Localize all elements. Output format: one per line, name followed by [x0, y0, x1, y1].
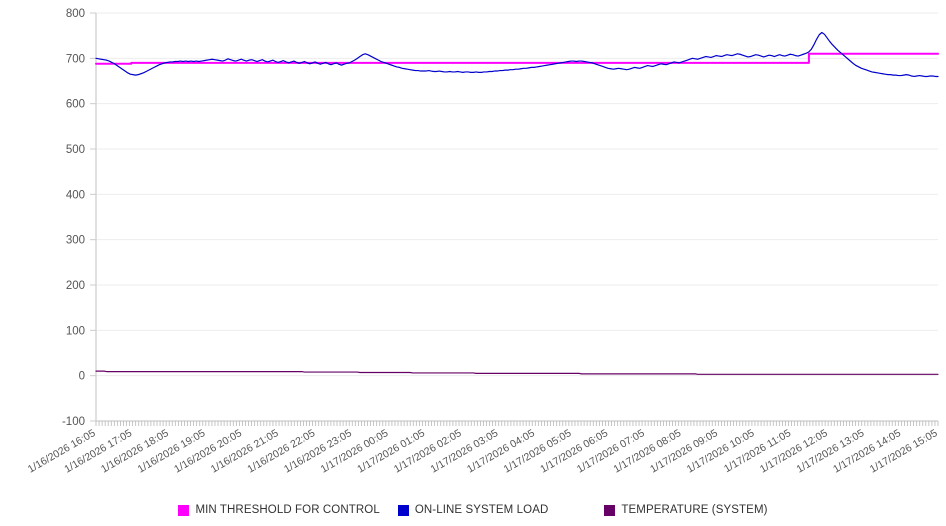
- y-tick-label: 100: [66, 325, 85, 337]
- legend-item-label: ON-LINE SYSTEM LOAD: [414, 504, 549, 516]
- series-line: [95, 370, 939, 375]
- x-tick-labels: 1/16/2026 16:051/16/2026 17:051/16/2026 …: [26, 427, 940, 475]
- chart-legend: MIN THRESHOLD FOR CONTROL ON-LINE SYSTEM…: [0, 494, 946, 526]
- legend-swatch-icon: [397, 504, 409, 516]
- line-chart-plot: 1/16/2026 16:051/16/2026 17:051/16/2026 …: [26, 8, 940, 476]
- series-line: [95, 52, 939, 65]
- y-tick-label: 200: [66, 280, 85, 292]
- x-axis: [95, 420, 939, 426]
- legend-item-min-threshold-for-control[interactable]: MIN THRESHOLD FOR CONTROL: [178, 504, 380, 516]
- series-line: [95, 31, 939, 78]
- legend-swatch-icon: [178, 504, 190, 516]
- legend-item-label: MIN THRESHOLD FOR CONTROL: [195, 504, 380, 516]
- y-tick-labels: 800 700 600 500 400 300 200 100 0 -100: [62, 8, 85, 428]
- y-tick-label: 700: [66, 53, 85, 65]
- y-tick-label: 800: [66, 8, 85, 20]
- legend-item-temperature-system[interactable]: TEMPERATURE (SYSTEM): [604, 504, 767, 516]
- y-tick-label: 600: [66, 99, 85, 111]
- y-axis: [90, 12, 97, 422]
- y-tick-label: -100: [62, 416, 85, 428]
- legend-swatch-icon: [604, 504, 616, 516]
- y-tick-label: 400: [66, 189, 85, 201]
- y-tick-label: 0: [79, 371, 85, 383]
- y-tick-label: 500: [66, 144, 85, 156]
- series-lines: [95, 31, 939, 375]
- legend-item-label: TEMPERATURE (SYSTEM): [621, 504, 768, 516]
- grid-lines: [96, 12, 938, 422]
- y-tick-label: 300: [66, 235, 85, 247]
- legend-item-on-line-system-load[interactable]: ON-LINE SYSTEM LOAD: [397, 504, 549, 516]
